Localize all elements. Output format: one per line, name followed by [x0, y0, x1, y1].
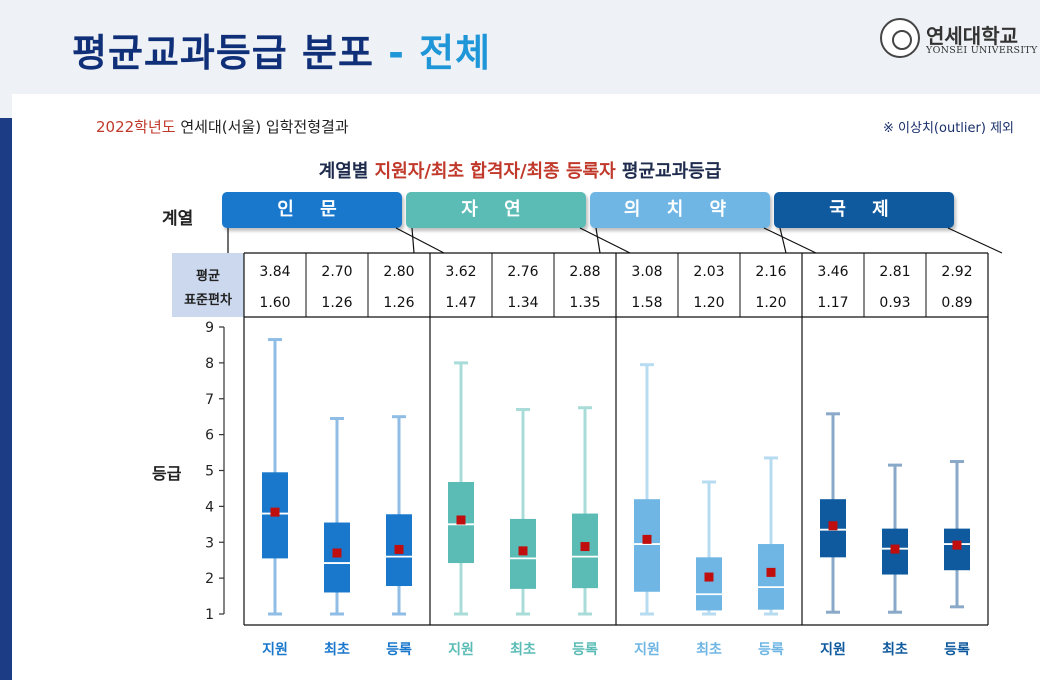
chart-title-post: 평균교과등급	[621, 161, 722, 182]
title-dash: -	[388, 31, 405, 75]
outlier-note: ※ 이상치(outlier) 제외	[883, 121, 1014, 136]
subtitle-year: 2022학년도	[96, 118, 176, 136]
chart-title-highlight: 지원자/최초 합격자/최종 등록자	[374, 161, 616, 182]
logo-english: YONSEI UNIVERSITY	[926, 45, 1038, 56]
category-header-1: 자 연	[406, 192, 586, 228]
left-accent-bar	[0, 118, 12, 680]
category-header-0: 인 문	[222, 192, 402, 228]
chart-title: 계열별 지원자/최초 합격자/최종 등록자 평균교과등급	[0, 157, 1040, 183]
logo-korean: 연세대학교	[926, 24, 1018, 48]
title-main: 평균교과등급 분포	[72, 31, 374, 75]
chart-title-pre: 계열별	[318, 161, 369, 182]
category-label: 계열	[162, 209, 194, 229]
stat-sd-label: 표준편차	[184, 293, 232, 308]
title-sub: 전체	[419, 31, 492, 75]
subtitle: 2022학년도 연세대(서울) 입학전형결과	[96, 116, 349, 137]
category-header-2: 의 치 약	[590, 192, 770, 228]
category-header-3: 국 제	[774, 192, 954, 228]
stat-mean-label: 평균	[196, 269, 220, 284]
y-axis-label: 등급	[152, 464, 182, 483]
slide-title: 평균교과등급 분포 - 전체	[72, 22, 491, 77]
university-logo: 연세대학교 YONSEI UNIVERSITY	[880, 18, 1037, 62]
seal-icon	[880, 18, 920, 58]
subtitle-text: 연세대(서울) 입학전형결과	[180, 118, 349, 136]
stat-header: 평균 표준편차	[172, 253, 244, 317]
